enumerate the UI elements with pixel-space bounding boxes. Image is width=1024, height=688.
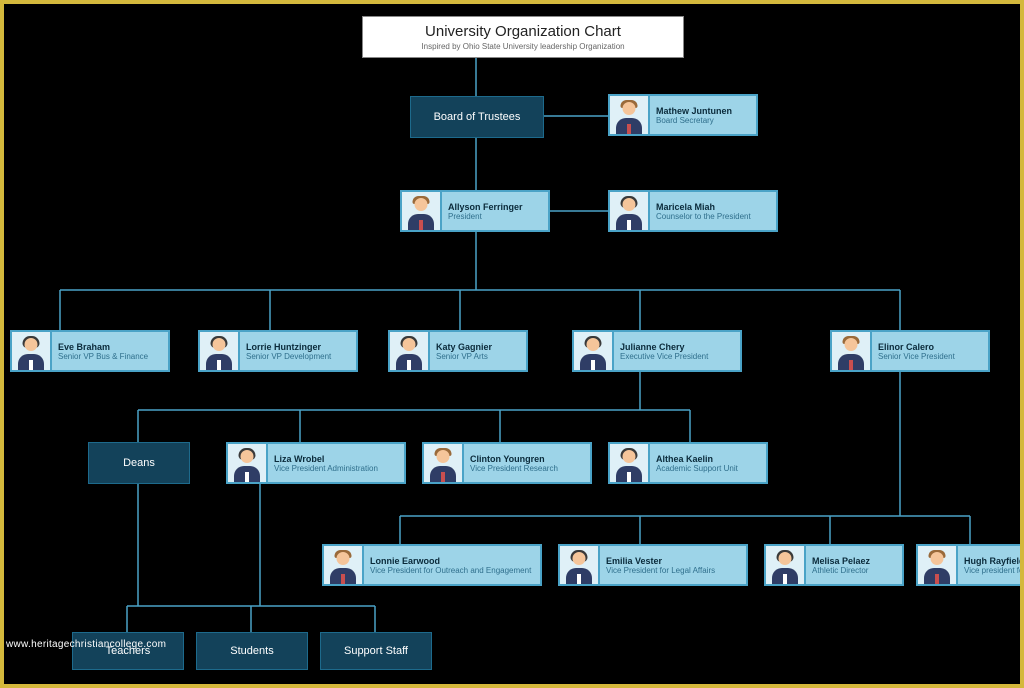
person-info: Melisa PelaezAthletic Director (806, 544, 904, 586)
person-info: Maricela MiahCounselor to the President (650, 190, 778, 232)
person-role: Senior VP Arts (436, 352, 520, 361)
person-info: Eve BrahamSenior VP Bus & Finance (52, 330, 170, 372)
person-role: Senior Vice President (878, 352, 982, 361)
avatar-icon (198, 330, 240, 372)
person-wrobel: Liza WrobelVice President Administration (226, 442, 406, 484)
person-ferringer: Allyson FerringerPresident (400, 190, 550, 232)
person-calero: Elinor CaleroSenior Vice President (830, 330, 990, 372)
person-role: Vice President Research (470, 464, 584, 473)
person-info: Lonnie EarwoodVice President for Outreac… (364, 544, 542, 586)
person-role: Vice President for Outreach and Engageme… (370, 566, 534, 575)
person-info: Elinor CaleroSenior Vice President (872, 330, 990, 372)
person-name: Emilia Vester (606, 556, 740, 566)
avatar-icon (572, 330, 614, 372)
avatar-icon (322, 544, 364, 586)
avatar-icon (608, 190, 650, 232)
person-role: Counselor to the President (656, 212, 770, 221)
person-info: Mathew JuntunenBoard Secretary (650, 94, 758, 136)
person-info: Julianne CheryExecutive Vice President (614, 330, 742, 372)
person-info: Hugh RayfieldVice president for student … (958, 544, 1024, 586)
person-name: Melisa Pelaez (812, 556, 896, 566)
person-kaelin: Althea KaelinAcademic Support Unit (608, 442, 768, 484)
person-name: Mathew Juntunen (656, 106, 750, 116)
person-rayfield: Hugh RayfieldVice president for student … (916, 544, 1016, 586)
person-youngren: Clinton YoungrenVice President Research (422, 442, 592, 484)
box-deans: Deans (88, 442, 190, 484)
person-role: Senior VP Development (246, 352, 350, 361)
person-info: Emilia VesterVice President for Legal Af… (600, 544, 748, 586)
person-info: Althea KaelinAcademic Support Unit (650, 442, 768, 484)
avatar-icon (608, 94, 650, 136)
avatar-icon (422, 442, 464, 484)
person-huntzinger: Lorrie HuntzingerSenior VP Development (198, 330, 358, 372)
person-name: Lorrie Huntzinger (246, 342, 350, 352)
person-info: Lorrie HuntzingerSenior VP Development (240, 330, 358, 372)
avatar-icon (608, 442, 650, 484)
avatar-icon (830, 330, 872, 372)
avatar-icon (916, 544, 958, 586)
person-name: Elinor Calero (878, 342, 982, 352)
person-role: Vice President Administration (274, 464, 398, 473)
person-earwood: Lonnie EarwoodVice President for Outreac… (322, 544, 542, 586)
person-role: Vice president for student affairs (964, 566, 1024, 575)
person-role: Vice President for Legal Affairs (606, 566, 740, 575)
person-role: President (448, 212, 542, 221)
avatar-icon (10, 330, 52, 372)
person-role: Senior VP Bus & Finance (58, 352, 162, 361)
person-name: Katy Gagnier (436, 342, 520, 352)
person-name: Allyson Ferringer (448, 202, 542, 212)
person-role: Board Secretary (656, 116, 750, 125)
person-name: Maricela Miah (656, 202, 770, 212)
person-info: Allyson FerringerPresident (442, 190, 550, 232)
person-vester: Emilia VesterVice President for Legal Af… (558, 544, 748, 586)
box-support: Support Staff (320, 632, 432, 670)
person-pelaez: Melisa PelaezAthletic Director (764, 544, 904, 586)
person-miah: Maricela MiahCounselor to the President (608, 190, 778, 232)
person-role: Executive Vice President (620, 352, 734, 361)
watermark-text: www.heritagechristiancollege.com (6, 639, 166, 650)
person-name: Julianne Chery (620, 342, 734, 352)
person-braham: Eve BrahamSenior VP Bus & Finance (10, 330, 170, 372)
person-name: Althea Kaelin (656, 454, 760, 464)
person-name: Liza Wrobel (274, 454, 398, 464)
person-juntunen: Mathew JuntunenBoard Secretary (608, 94, 758, 136)
chart-title: University Organization Chart (373, 23, 673, 40)
avatar-icon (400, 190, 442, 232)
avatar-icon (764, 544, 806, 586)
person-name: Hugh Rayfield (964, 556, 1024, 566)
chart-subtitle: Inspired by Ohio State University leader… (373, 42, 673, 51)
person-info: Katy GagnierSenior VP Arts (430, 330, 528, 372)
box-students: Students (196, 632, 308, 670)
person-name: Eve Braham (58, 342, 162, 352)
person-name: Clinton Youngren (470, 454, 584, 464)
person-info: Clinton YoungrenVice President Research (464, 442, 592, 484)
person-chery: Julianne CheryExecutive Vice President (572, 330, 742, 372)
avatar-icon (388, 330, 430, 372)
person-role: Academic Support Unit (656, 464, 760, 473)
avatar-icon (558, 544, 600, 586)
person-name: Lonnie Earwood (370, 556, 534, 566)
box-teachers: Teachers (72, 632, 184, 670)
avatar-icon (226, 442, 268, 484)
chart-title-card: University Organization Chart Inspired b… (362, 16, 684, 58)
person-role: Athletic Director (812, 566, 896, 575)
box-board: Board of Trustees (410, 96, 544, 138)
person-info: Liza WrobelVice President Administration (268, 442, 406, 484)
person-gagnier: Katy GagnierSenior VP Arts (388, 330, 528, 372)
